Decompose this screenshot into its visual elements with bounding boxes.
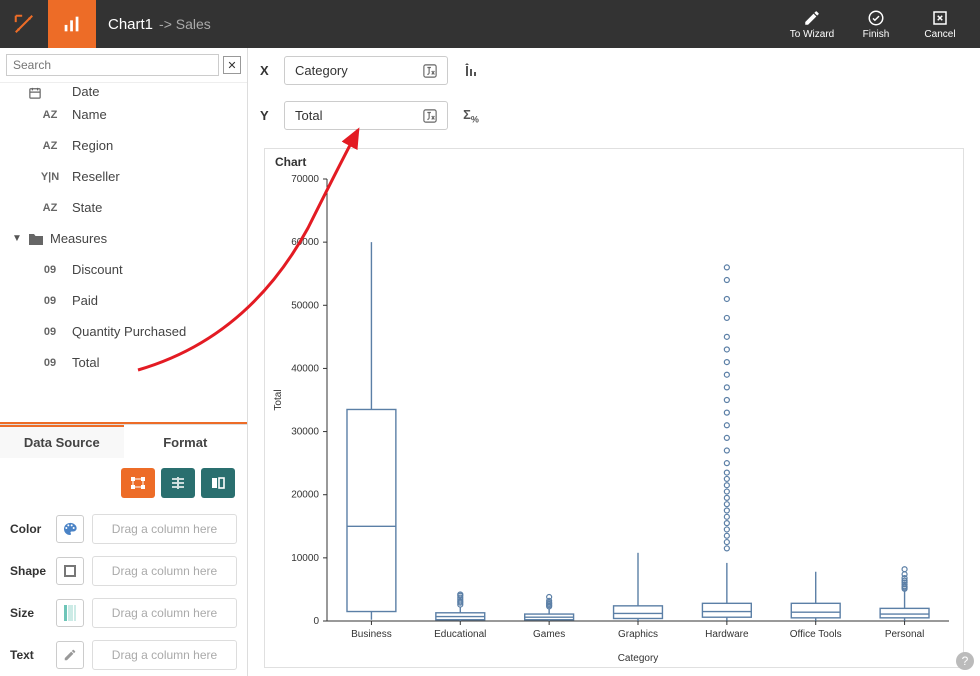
boxplot-chart: 0 10000 20000 30000 40000 50000 60000 70000 Tota…: [265, 149, 963, 667]
svg-text:Total: Total: [273, 389, 284, 410]
aesthetic-dropzone[interactable]: Drag a column here: [92, 598, 237, 628]
app-logo-button[interactable]: [0, 0, 48, 48]
svg-text:Personal: Personal: [885, 629, 924, 640]
aesthetic-label: Text: [10, 648, 48, 662]
field-item[interactable]: Y|NReseller: [0, 161, 247, 192]
svg-text:10000: 10000: [291, 553, 319, 564]
field-item[interactable]: 09Quantity Purchased: [0, 316, 247, 347]
x-axis-dropzone[interactable]: Category: [284, 56, 448, 85]
field-type-badge: 09: [28, 326, 72, 338]
field-item[interactable]: AZState: [0, 192, 247, 223]
field-type-badge: AZ: [28, 140, 72, 152]
aesthetic-row: Size Drag a column here: [0, 592, 247, 634]
field-type-badge: 09: [28, 295, 72, 307]
chart-mode-button[interactable]: [48, 0, 96, 48]
view-mode-1-button[interactable]: [121, 468, 155, 498]
square-icon[interactable]: [56, 557, 84, 585]
svg-text:20000: 20000: [291, 490, 319, 501]
field-type-badge: 09: [28, 357, 72, 369]
aesthetic-label: Shape: [10, 564, 48, 578]
svg-text:Games: Games: [533, 629, 565, 640]
aesthetic-row: Text Drag a column here: [0, 634, 247, 676]
field-type-badge: 09: [28, 264, 72, 276]
cancel-button[interactable]: Cancel: [912, 9, 968, 40]
aesthetic-label: Size: [10, 606, 48, 620]
bar-icon[interactable]: [56, 599, 84, 627]
data-source-name: -> Sales: [159, 16, 211, 32]
field-item[interactable]: 09Total: [0, 347, 247, 378]
svg-text:30000: 30000: [291, 427, 319, 438]
y-axis-dropzone[interactable]: Total: [284, 101, 448, 130]
content-area: X Category Y Total Σ% Chart 010000200003…: [248, 48, 980, 676]
svg-text:40000: 40000: [291, 363, 319, 374]
svg-text:60000: 60000: [291, 237, 319, 248]
tab-format[interactable]: Format: [124, 425, 248, 458]
x-sort-button[interactable]: [460, 60, 482, 82]
field-item[interactable]: AZRegion: [0, 130, 247, 161]
field-item[interactable]: AZName: [0, 99, 247, 130]
function-icon[interactable]: [423, 64, 437, 78]
sidebar: ✕ DateAZNameAZRegionY|NResellerAZState▼M…: [0, 48, 248, 676]
help-button[interactable]: ?: [956, 652, 974, 670]
aesthetic-dropzone[interactable]: Drag a column here: [92, 514, 237, 544]
svg-text:Educational: Educational: [434, 629, 486, 640]
search-input[interactable]: [6, 54, 219, 76]
field-item[interactable]: Date: [0, 85, 247, 99]
svg-text:50000: 50000: [291, 300, 319, 311]
svg-text:Graphics: Graphics: [618, 629, 658, 640]
aesthetic-label: Color: [10, 522, 48, 536]
aesthetic-row: Color Drag a column here: [0, 508, 247, 550]
y-aggregate-button[interactable]: Σ%: [460, 105, 482, 127]
palette-icon[interactable]: [56, 515, 84, 543]
finish-button[interactable]: Finish: [848, 9, 904, 40]
field-item[interactable]: 09Paid: [0, 285, 247, 316]
chevron-down-icon: ▼: [12, 233, 22, 244]
svg-text:Category: Category: [618, 653, 659, 664]
folder-icon: [28, 232, 44, 246]
field-type-badge: Y|N: [28, 171, 72, 183]
to-wizard-button[interactable]: To Wizard: [784, 9, 840, 40]
breadcrumb: Chart1 -> Sales: [108, 16, 211, 33]
tab-data-source[interactable]: Data Source: [0, 425, 124, 458]
fields-tree: DateAZNameAZRegionY|NResellerAZState▼Mea…: [0, 83, 247, 420]
svg-text:70000: 70000: [291, 174, 319, 185]
measures-folder[interactable]: ▼Measures: [0, 223, 247, 254]
svg-text:0: 0: [313, 616, 319, 627]
search-clear-button[interactable]: ✕: [223, 56, 241, 74]
svg-text:Office Tools: Office Tools: [790, 629, 842, 640]
aesthetic-dropzone[interactable]: Drag a column here: [92, 556, 237, 586]
app-header: Chart1 -> Sales To Wizard Finish Cancel: [0, 0, 980, 48]
y-axis-label: Y: [260, 108, 272, 123]
x-axis-label: X: [260, 63, 272, 78]
svg-text:Hardware: Hardware: [705, 629, 749, 640]
svg-text:Business: Business: [351, 629, 392, 640]
pencil-icon[interactable]: [56, 641, 84, 669]
field-item[interactable]: 09Discount: [0, 254, 247, 285]
field-type-badge: AZ: [28, 202, 72, 214]
view-mode-3-button[interactable]: [201, 468, 235, 498]
field-type-badge: AZ: [28, 109, 72, 121]
calendar-icon: [28, 87, 72, 99]
aesthetic-row: Shape Drag a column here: [0, 550, 247, 592]
chart-container: Chart 0100002000030000400005000060000700…: [264, 148, 964, 668]
function-icon[interactable]: [423, 109, 437, 123]
aesthetic-dropzone[interactable]: Drag a column here: [92, 640, 237, 670]
chart-name: Chart1: [108, 16, 153, 33]
view-mode-2-button[interactable]: [161, 468, 195, 498]
